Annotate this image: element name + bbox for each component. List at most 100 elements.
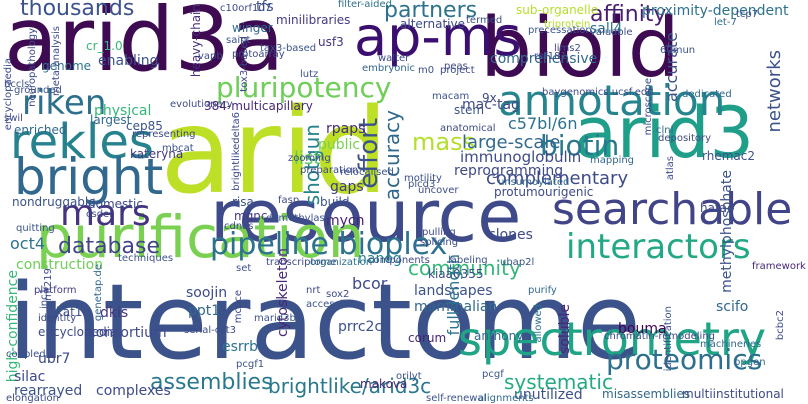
cloud-word: allowed (533, 304, 544, 343)
cloud-word: arid3 (574, 92, 755, 174)
cloud-word: gaps (330, 179, 364, 195)
cloud-word: comprehensive (490, 51, 598, 67)
cloud-word: anatomical (440, 123, 496, 134)
cloud-word: uncover (418, 185, 459, 196)
cloud-word: bccls (4, 79, 30, 90)
cloud-word: sall4 (590, 21, 623, 37)
cloud-word: list (294, 148, 321, 169)
cloud-word: kiaa0355 (428, 267, 484, 281)
cloud-word: oct4 (10, 234, 46, 253)
cloud-word: rekles (10, 114, 154, 170)
cloud-word: nanog (358, 251, 402, 267)
cloud-word: accessible (306, 299, 358, 310)
cloud-word: bcor (352, 274, 388, 293)
cloud-word: pcgf1 (236, 359, 265, 370)
cloud-word: methylphosphate (719, 170, 735, 293)
cloud-word: soojin (186, 285, 228, 301)
cloud-word: serial-cct3 (184, 325, 237, 336)
cloud-word: elongation (6, 393, 60, 404)
cloud-word: tox3-based (239, 36, 250, 92)
cloud-word: construction (16, 257, 104, 273)
cloud-word: 9x (482, 91, 497, 105)
cloud-word: c57bl/6n (508, 114, 578, 133)
cloud-word: sox2 (326, 289, 350, 300)
cloud-word: lims2 (554, 43, 581, 54)
cloud-word: meta-analysis (51, 26, 62, 97)
cloud-word: clones (488, 227, 533, 243)
cloud-word: coupled (6, 349, 46, 360)
cloud-word: sub-organelle (516, 3, 599, 17)
cloud-word: annotation (498, 76, 726, 125)
cloud-word: stem (454, 103, 485, 117)
cloud-word: platform (34, 285, 77, 296)
cloud-word: preparation (300, 165, 359, 176)
cloud-word: rhemac2 (702, 149, 755, 163)
cloud-word: assemblies (150, 370, 273, 395)
cloud-word: prrc2c (338, 319, 383, 335)
cloud-word: components (368, 255, 430, 266)
cloud-word: physical (94, 103, 152, 119)
cloud-word: framework (752, 261, 806, 272)
cloud-word: ubap2l (500, 257, 535, 268)
cloud-word: zooming (288, 153, 331, 164)
cloud-word: clnl (656, 125, 674, 136)
cloud-word: ap-ms (354, 5, 522, 68)
cloud-word: representing (132, 129, 196, 140)
cloud-word: corum (408, 331, 447, 345)
cloud-word: set (236, 263, 252, 274)
cloud-word: anthony (474, 329, 524, 343)
cloud-word: macam (432, 91, 470, 102)
cloud-word: identity (38, 313, 77, 324)
cloud-word: rnf181 (534, 51, 567, 62)
cloud-word: large-scale (462, 132, 561, 153)
cloud-word: marid3b (254, 313, 296, 324)
cloud-word: nrt (306, 285, 321, 296)
cloud-word: dkis (100, 305, 129, 321)
cloud-word: chromatin-remodeling (604, 331, 716, 342)
cloud-word: build (320, 195, 350, 209)
cloud-word: baygenomics ucsf.edu (542, 87, 654, 98)
cloud-word: brightlikedelta6 (231, 112, 242, 191)
cloud-word: m0 (418, 65, 435, 76)
cloud-word: machineries (700, 339, 762, 350)
cloud-word: rnf219 (43, 268, 54, 301)
cloud-word: esrrb (222, 339, 259, 355)
cloud-word: project (440, 65, 475, 76)
cloud-word: affinity (590, 2, 667, 27)
cloud-word: mycn (326, 213, 365, 229)
cloud-word: atlas (665, 156, 676, 181)
cloud-word: enriched (14, 123, 67, 137)
cloud-word: mcpce (233, 290, 244, 324)
cloud-word: mammalian (414, 299, 498, 315)
cloud-word: ppt1 (188, 303, 221, 319)
cloud-word: silac (14, 369, 46, 385)
cloud-word: brightlike/arid3c (268, 374, 432, 398)
cloud-word: swil (4, 113, 23, 124)
cloud-word: pipeline bioplex (210, 227, 448, 262)
cloud-word: landscapes (414, 283, 493, 299)
cloud-word: bcbc2 (775, 310, 786, 341)
cloud-word: arid (160, 82, 389, 220)
cloud-word: genetap.de (93, 264, 104, 322)
cloud-word: 384-multicapillary (204, 99, 313, 113)
cloud-word: tax3-based (260, 43, 317, 54)
cloud-word: networks (764, 50, 785, 133)
cloud-word: spectrometry (458, 312, 767, 366)
cloud-word: neuropathology (27, 28, 38, 107)
cloud-word: relocalised (340, 167, 394, 178)
cloud-word: let-7 (714, 17, 737, 28)
cloud-word: pulling (422, 227, 456, 238)
cloud-word: partners (384, 0, 478, 23)
cloud-word: enabling (98, 53, 159, 69)
cloud-word: protoarray (232, 49, 285, 60)
cloud-word: database (58, 234, 160, 259)
cloud-word: domestic (88, 197, 143, 211)
cloud-word: community (408, 256, 521, 280)
cloud-word: full-length (444, 254, 463, 336)
cloud-word: accuracy (380, 110, 404, 201)
cloud-word: tfs (256, 0, 274, 15)
cloud-word: proteomics (606, 343, 763, 376)
cloud-word: cr_1.0 (86, 39, 123, 53)
cloud-word: self-renewal (426, 393, 487, 404)
cloud-word: mac-tag (462, 97, 520, 113)
